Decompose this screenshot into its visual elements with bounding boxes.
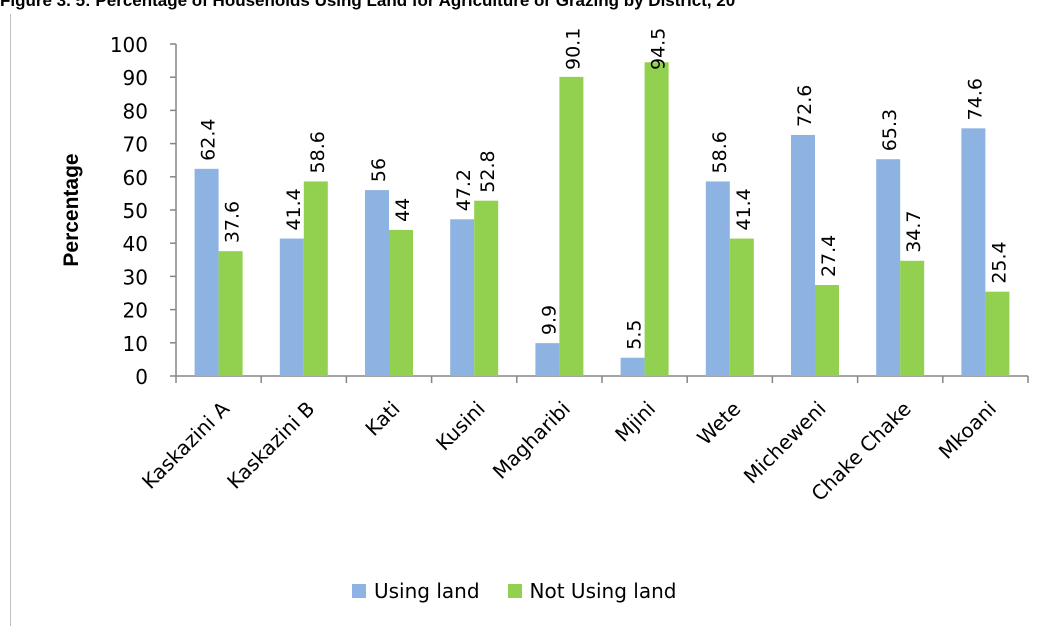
- bar-not-using-land: [900, 260, 925, 376]
- data-label-using-land: 74.6: [964, 78, 986, 120]
- bar-not-using-land: [474, 200, 499, 376]
- x-category-label: Kusini: [431, 397, 490, 456]
- data-label-using-land: 62.4: [198, 119, 220, 161]
- bar-using-land: [194, 168, 219, 376]
- data-label-using-land: 72.6: [794, 85, 816, 127]
- bar-using-land: [620, 357, 645, 376]
- bar-not-using-land: [644, 62, 669, 376]
- data-label-not-using-land: 25.4: [988, 241, 1010, 283]
- y-tick-label: 0: [135, 365, 148, 389]
- legend: Using land Not Using land: [352, 576, 676, 606]
- legend-item-using: Using land: [352, 579, 480, 603]
- y-tick-label: 20: [123, 299, 148, 323]
- y-tick-label: 50: [123, 199, 148, 223]
- data-label-not-using-land: 52.8: [477, 150, 499, 192]
- bar-not-using-land: [985, 291, 1010, 376]
- legend-swatch-using: [352, 584, 366, 598]
- data-label-using-land: 5.5: [624, 320, 646, 350]
- legend-swatch-not-using: [507, 584, 522, 598]
- x-category-label: Mjini: [610, 397, 660, 447]
- legend-label-not-using: Not Using land: [529, 579, 677, 603]
- figure-title: Figure 3. 5: Percentage of Households Us…: [0, 0, 736, 10]
- y-tick-label: 70: [123, 133, 148, 157]
- x-category-label: Kati: [360, 397, 404, 441]
- data-label-not-using-land: 41.4: [733, 188, 755, 230]
- data-label-not-using-land: 94.5: [648, 28, 670, 70]
- bar-not-using-land: [815, 285, 839, 376]
- x-category-label: Mkoani: [934, 397, 1001, 464]
- bar-using-land: [365, 190, 389, 376]
- bar-using-land: [450, 219, 475, 376]
- data-label-not-using-land: 58.6: [307, 131, 329, 173]
- data-label-not-using-land: 44: [392, 198, 414, 222]
- bar-using-land: [791, 134, 815, 376]
- bar-not-using-land: [559, 76, 584, 377]
- legend-item-not-using: Not Using land: [507, 579, 677, 603]
- page-border-line: [10, 14, 11, 626]
- data-label-not-using-land: 37.6: [222, 201, 244, 243]
- bar-not-using-land: [303, 181, 328, 376]
- data-label-not-using-land: 34.7: [903, 210, 925, 252]
- x-category-label: Kaskazini B: [222, 397, 319, 494]
- y-tick-label: 10: [123, 332, 148, 356]
- data-label-not-using-land: 27.4: [818, 235, 840, 277]
- y-tick-label: 90: [123, 66, 148, 90]
- y-tick-label: 60: [123, 166, 148, 190]
- bar-using-land: [279, 238, 304, 376]
- data-label-using-land: 47.2: [453, 169, 475, 211]
- bar-using-land: [876, 159, 901, 376]
- data-label-using-land: 56: [368, 158, 390, 182]
- legend-label-using: Using land: [374, 579, 480, 603]
- bar-using-land: [961, 128, 986, 376]
- y-axis-label: Percentage: [60, 153, 83, 266]
- x-category-label: Magharibi: [488, 397, 575, 484]
- data-label-using-land: 58.6: [709, 131, 731, 173]
- y-tick-label: 80: [123, 99, 148, 123]
- x-category-label: Micheweni: [739, 397, 831, 489]
- y-tick-label: 30: [123, 265, 148, 289]
- data-label-using-land: 65.3: [879, 109, 901, 151]
- bar-not-using-land: [389, 229, 413, 376]
- x-category-label: Wete: [692, 397, 745, 450]
- data-label-using-land: 41.4: [283, 188, 305, 230]
- y-tick-label: 100: [110, 33, 148, 57]
- data-label-using-land: 9.9: [538, 305, 560, 335]
- bars: [194, 62, 1010, 377]
- x-category-label: Kaskazini A: [137, 396, 234, 493]
- bar-not-using-land: [729, 238, 754, 376]
- bar-using-land: [705, 181, 730, 376]
- y-tick-label: 40: [123, 232, 148, 256]
- bar-using-land: [535, 343, 560, 376]
- bar-not-using-land: [218, 251, 243, 376]
- data-label-not-using-land: 90.1: [562, 28, 584, 70]
